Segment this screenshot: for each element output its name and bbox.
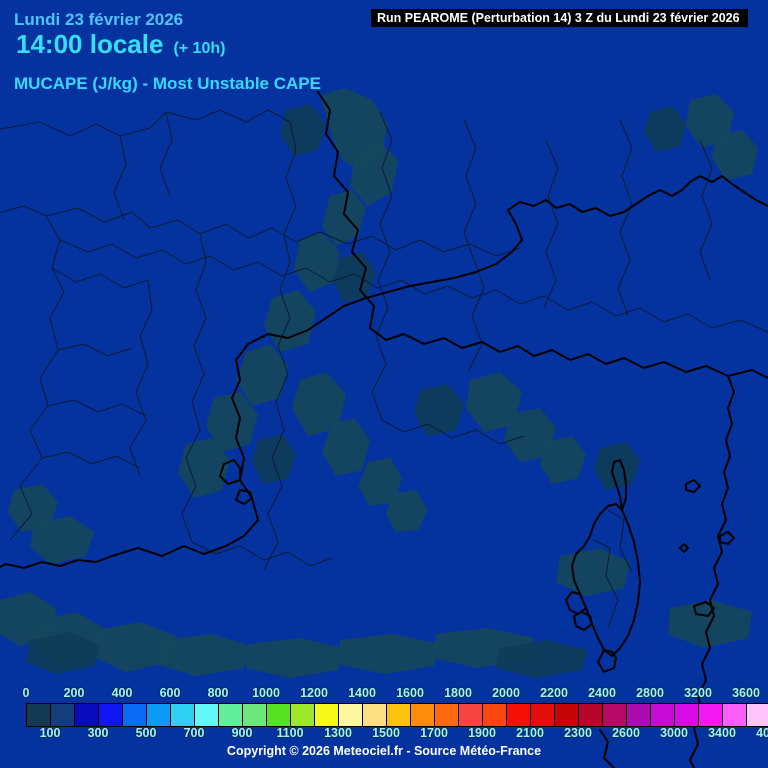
legend-swatch (651, 704, 675, 726)
legend-tick-top: 600 (159, 686, 181, 700)
legend-tick-top: 1000 (252, 686, 280, 700)
legend-tick-top: 1800 (444, 686, 472, 700)
legend-swatch (699, 704, 723, 726)
legend-tick-bottom: 1300 (324, 726, 352, 740)
copyright-notice: Copyright © 2026 Meteociel.fr - Source M… (226, 744, 542, 758)
legend-swatch (459, 704, 483, 726)
legend-tick-bottom: 4000 (756, 726, 768, 740)
legend-tick-top: 400 (111, 686, 133, 700)
legend-swatch (315, 704, 339, 726)
color-scale-legend: 0 200 400 600 800 1000 1200 1400 1600 1800 2000 220… (0, 686, 768, 768)
forecast-date-label: Lundi 23 février 2026 (14, 10, 184, 29)
legend-swatch (675, 704, 699, 726)
legend-tick-top: 2200 (540, 686, 568, 700)
legend-tick-top: 200 (63, 686, 85, 700)
legend-tick-bottom: 1700 (420, 726, 448, 740)
forecast-lead-time: (+ 10h) (173, 40, 226, 57)
forecast-local-time: 14:00 locale (16, 29, 164, 59)
cape-shaded-patches-secondary (26, 104, 686, 678)
legend-tick-bottom: 2300 (564, 726, 592, 740)
legend-tick-top: 1600 (396, 686, 424, 700)
legend-tick-bottom: 500 (135, 726, 157, 740)
legend-swatch (531, 704, 555, 726)
administrative-borders (0, 109, 768, 629)
legend-ticks-top: 0 200 400 600 800 1000 1200 1400 1600 1800 2000 220… (0, 686, 768, 702)
legend-swatch (411, 704, 435, 726)
legend-tick-bottom: 1500 (372, 726, 400, 740)
legend-tick-top: 3200 (684, 686, 712, 700)
legend-tick-bottom: 100 (39, 726, 61, 740)
legend-tick-top: 2400 (588, 686, 616, 700)
legend-swatch (555, 704, 579, 726)
legend-swatch (339, 704, 363, 726)
legend-swatch (387, 704, 411, 726)
coastlines-and-borders (0, 91, 768, 768)
legend-swatch (243, 704, 267, 726)
legend-tick-bottom: 2600 (612, 726, 640, 740)
legend-tick-top: 2000 (492, 686, 520, 700)
legend-swatch (483, 704, 507, 726)
legend-swatch (435, 704, 459, 726)
legend-swatch (75, 704, 99, 726)
legend-swatch (195, 704, 219, 726)
legend-tick-bottom: 700 (183, 726, 205, 740)
legend-tick-bottom: 300 (87, 726, 109, 740)
legend-colorbar[interactable] (26, 703, 768, 727)
legend-swatch (27, 704, 51, 726)
legend-swatch (579, 704, 603, 726)
legend-tick-bottom: 3000 (660, 726, 688, 740)
legend-tick-top: 1200 (300, 686, 328, 700)
legend-swatch (123, 704, 147, 726)
legend-tick-bottom: 1900 (468, 726, 496, 740)
legend-swatch (603, 704, 627, 726)
legend-swatch (747, 704, 768, 726)
legend-swatch (507, 704, 531, 726)
legend-swatch (147, 704, 171, 726)
legend-tick-top: 1400 (348, 686, 376, 700)
legend-swatch (267, 704, 291, 726)
legend-tick-bottom: 1100 (276, 726, 304, 740)
legend-tick-top: 0 (22, 686, 30, 700)
legend-swatch (363, 704, 387, 726)
legend-tick-top: 2800 (636, 686, 664, 700)
legend-swatch (723, 704, 747, 726)
legend-tick-top: 800 (207, 686, 229, 700)
legend-swatch (171, 704, 195, 726)
legend-tick-bottom: 900 (231, 726, 253, 740)
model-run-banner: Run PEAROME (Perturbation 14) 3 Z du Lun… (371, 9, 748, 27)
legend-swatch (291, 704, 315, 726)
legend-tick-bottom: 3400 (708, 726, 736, 740)
legend-ticks-bottom: 100 300 500 700 900 1100 1300 1500 1700 1900 2100 2… (0, 726, 768, 742)
legend-swatch (51, 704, 75, 726)
parameter-label: MUCAPE (J/kg) - Most Unstable CAPE (14, 74, 321, 93)
legend-swatch (219, 704, 243, 726)
legend-swatch (99, 704, 123, 726)
forecast-time-row: 14:00 locale (+ 10h) (16, 29, 225, 60)
legend-tick-top: 3600 (732, 686, 760, 700)
legend-swatch (627, 704, 651, 726)
legend-tick-bottom: 2100 (516, 726, 544, 740)
